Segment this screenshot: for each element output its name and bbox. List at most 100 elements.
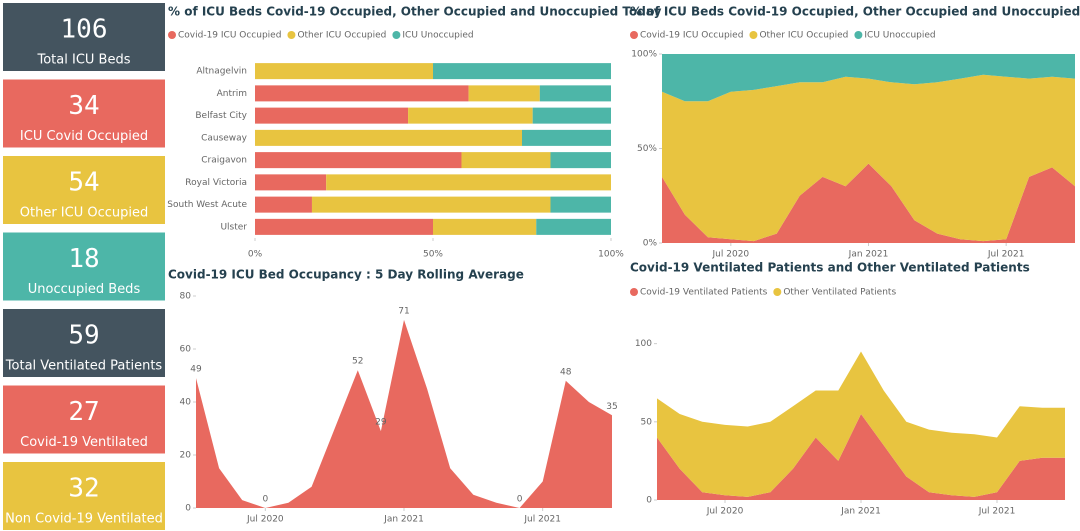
data-label: 35 — [606, 402, 617, 412]
legend-label: ICU Unoccupied — [864, 31, 935, 41]
category-label: South West Acute — [167, 200, 247, 210]
kpi-card — [3, 309, 165, 377]
kpi-label: Unoccupied Beds — [28, 282, 141, 297]
legend-marker — [630, 288, 638, 296]
kpi-label: ICU Covid Occupied — [20, 129, 148, 144]
bar-segment — [255, 174, 327, 191]
area — [657, 414, 1065, 500]
x-tick-label: Jul 2021 — [987, 250, 1025, 260]
kpi-value: 32 — [68, 474, 99, 504]
chart-title: % of ICU Beds Covid-19 Occupied, Other O… — [168, 5, 662, 19]
bar-segment — [255, 196, 312, 213]
category-label: Antrim — [217, 89, 247, 99]
kpi-card — [3, 79, 165, 148]
y-tick-label: 20 — [180, 451, 192, 461]
area — [196, 319, 612, 508]
kpi-card — [3, 462, 165, 530]
kpi-label: Non Covid-19 Ventilated — [5, 512, 163, 527]
x-tick-label: Jul 2021 — [978, 507, 1016, 517]
data-label: 71 — [398, 306, 409, 316]
bar-segment — [255, 63, 433, 80]
legend-label: Covid-19 ICU Occupied — [640, 31, 743, 41]
x-tick-label: Jan 2021 — [840, 507, 881, 517]
category-label: Belfast City — [195, 111, 247, 121]
kpi-card — [3, 3, 165, 71]
x-tick-label: Jul 2021 — [523, 515, 561, 525]
y-tick-label: 0% — [643, 239, 658, 249]
chart-title: % of ICU Beds Covid-19 Occupied, Other O… — [630, 5, 1080, 19]
y-tick-label: 60 — [180, 345, 192, 355]
y-tick-label: 50% — [637, 144, 657, 154]
kpi-card — [3, 232, 165, 301]
bar-segment — [433, 63, 611, 80]
bar-segment — [326, 174, 611, 191]
bar-segment — [408, 107, 533, 124]
y-tick-label: 0 — [185, 504, 191, 514]
category-label: Altnagelvin — [196, 67, 247, 77]
data-label: 0 — [517, 495, 523, 505]
kpi-card — [3, 156, 165, 224]
kpi-value: 34 — [68, 91, 99, 121]
legend-marker — [168, 31, 176, 39]
bar-segment — [468, 85, 540, 102]
x-tick-label: Jan 2021 — [383, 515, 424, 525]
bar-segment — [255, 85, 469, 102]
y-tick-label: 40 — [180, 398, 192, 408]
kpi-label: Total Ventilated Patients — [5, 359, 163, 374]
kpi-label: Total ICU Beds — [37, 53, 131, 68]
legend-label: ICU Unoccupied — [402, 31, 473, 41]
bar-segment — [311, 196, 551, 213]
x-tick-label: 50% — [423, 250, 443, 260]
x-tick-label: Jul 2020 — [712, 250, 750, 260]
chart-title: Covid-19 Ventilated Patients and Other V… — [630, 261, 1030, 275]
bar-segment — [536, 218, 611, 235]
bar-segment — [539, 85, 611, 102]
data-label: 0 — [262, 495, 268, 505]
kpi-value: 18 — [68, 244, 99, 274]
data-label: 52 — [352, 357, 363, 367]
legend-marker — [773, 288, 782, 296]
category-label: Royal Victoria — [185, 178, 247, 188]
area — [662, 163, 1075, 243]
bar-segment — [522, 129, 611, 146]
bar-segment — [433, 218, 537, 235]
category-label: Causeway — [201, 133, 248, 143]
y-tick-label: 100 — [635, 339, 652, 349]
chart-title: Covid-19 ICU Bed Occupancy : 5 Day Rolli… — [168, 268, 524, 282]
kpi-label: Other ICU Occupied — [20, 206, 148, 221]
category-label: Ulster — [220, 222, 247, 232]
kpi-value: 59 — [68, 321, 99, 351]
legend-marker — [630, 31, 638, 39]
y-tick-label: 50 — [641, 417, 653, 427]
data-label: 49 — [190, 365, 202, 375]
y-tick-label: 80 — [180, 292, 192, 302]
kpi-value: 54 — [68, 168, 99, 198]
bar-segment — [255, 107, 409, 124]
data-label: 48 — [560, 367, 572, 377]
kpi-value: 27 — [68, 397, 99, 427]
area — [662, 74, 1075, 242]
x-tick-label: 100% — [598, 250, 624, 260]
legend-marker — [287, 31, 296, 39]
x-tick-label: Jul 2020 — [246, 515, 284, 525]
area — [662, 54, 1075, 102]
legend-label: Other ICU Occupied — [297, 31, 386, 41]
y-tick-label: 100% — [631, 50, 657, 60]
legend-marker — [854, 31, 863, 39]
kpi-card — [3, 385, 165, 454]
kpi-value: 106 — [61, 15, 108, 45]
category-label: Craigavon — [201, 156, 247, 166]
area — [657, 351, 1065, 497]
legend-label: Other ICU Occupied — [759, 31, 848, 41]
x-tick-label: Jul 2020 — [706, 507, 744, 517]
x-tick-label: 0% — [248, 250, 263, 260]
bar-segment — [461, 152, 551, 169]
kpi-label: Covid-19 Ventilated — [20, 435, 148, 450]
bar-segment — [532, 107, 611, 124]
legend-label: Covid-19 Ventilated Patients — [640, 288, 768, 298]
bar-segment — [255, 218, 433, 235]
bar-segment — [255, 129, 522, 146]
bar-segment — [550, 196, 611, 213]
legend-label: Other Ventilated Patients — [783, 288, 896, 298]
legend-marker — [749, 31, 758, 39]
